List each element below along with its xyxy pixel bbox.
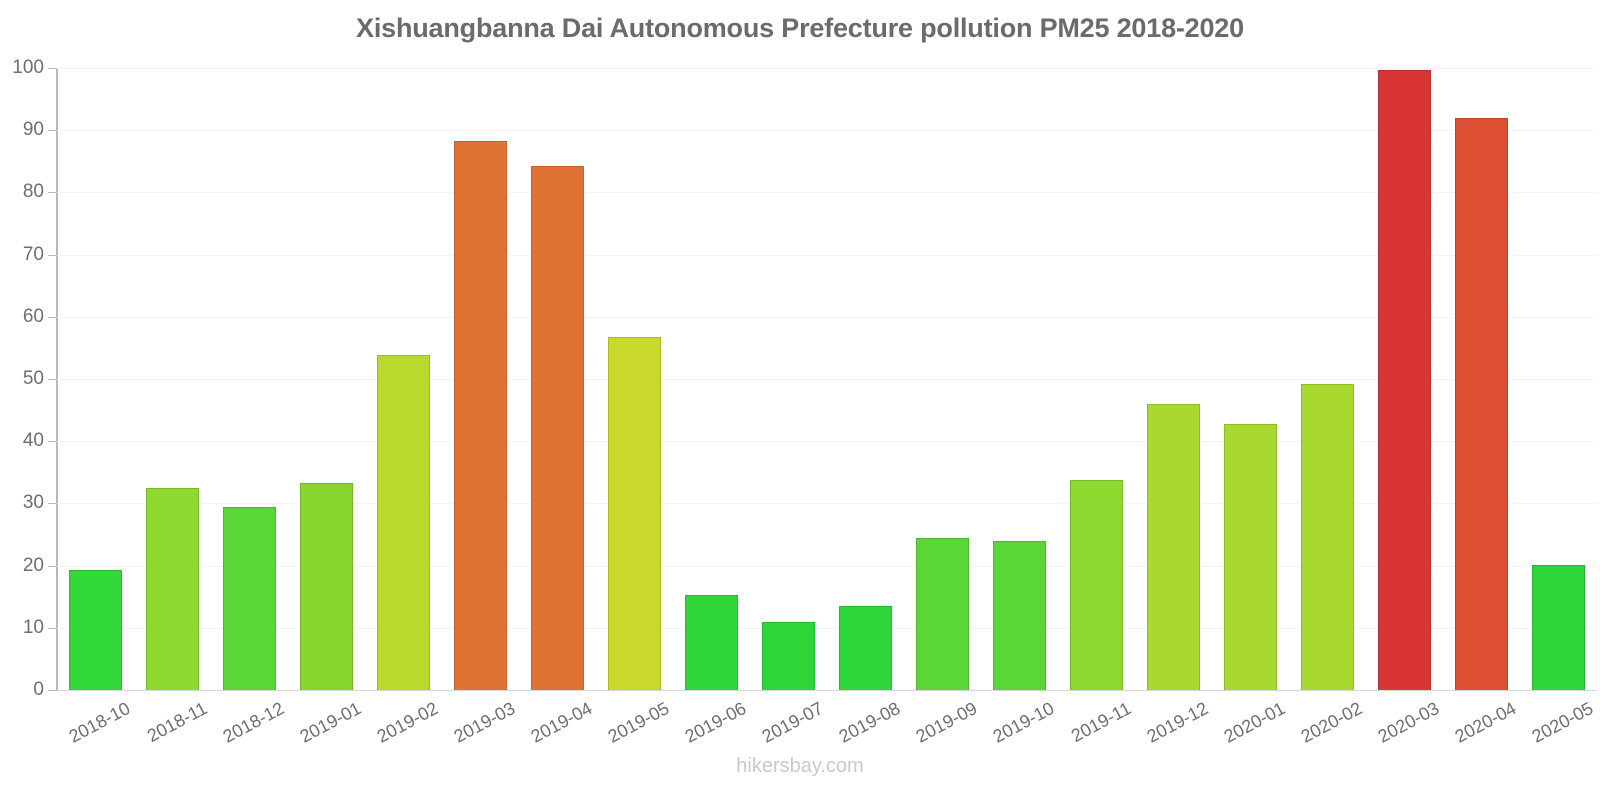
y-axis-tick-label: 10 <box>22 616 44 638</box>
bar[interactable] <box>838 606 893 690</box>
page-title: Xishuangbanna Dai Autonomous Prefecture … <box>356 13 1244 43</box>
y-axis-tick <box>48 379 57 380</box>
bar[interactable] <box>607 336 662 690</box>
bar[interactable] <box>1146 403 1201 690</box>
bar[interactable] <box>145 487 200 690</box>
y-axis-tick <box>48 441 57 443</box>
y-axis-tick <box>48 192 57 194</box>
bar[interactable] <box>1223 424 1278 690</box>
bar[interactable] <box>1300 383 1355 690</box>
bar[interactable] <box>684 594 739 690</box>
y-axis-tick <box>48 627 57 629</box>
y-axis-tick <box>48 130 57 132</box>
y-axis-tick-label: 50 <box>22 368 44 389</box>
bar[interactable] <box>376 355 431 690</box>
y-axis-tick <box>48 503 57 505</box>
y-axis-tick-label: 100 <box>12 57 44 78</box>
x-axis-labels: 2018-10 2018-11 2018-12 2019-01 2019-02 2019-… <box>57 690 1597 800</box>
footer-credit: hikersbay.com <box>736 755 864 777</box>
y-axis-tick <box>48 690 57 691</box>
bar-series <box>57 68 1597 690</box>
bar[interactable] <box>299 482 354 690</box>
y-axis-tick-label: 20 <box>22 554 44 576</box>
bar[interactable] <box>1454 117 1509 690</box>
y-axis-tick-label: 40 <box>22 430 44 452</box>
bar[interactable] <box>1531 564 1586 690</box>
y-axis-tick <box>48 68 57 69</box>
y-axis-tick-label: 30 <box>22 492 44 514</box>
y-axis-tick-label: 0 <box>33 679 44 700</box>
y-axis-labels: 0 10 20 30 40 50 60 70 80 90 100 <box>0 0 44 800</box>
y-axis-tick-label: 70 <box>22 243 44 265</box>
plot-area <box>57 68 1597 691</box>
bar[interactable] <box>761 621 816 690</box>
y-axis-tick <box>48 565 57 567</box>
bar[interactable] <box>530 165 585 690</box>
bar[interactable] <box>1069 479 1124 690</box>
bar[interactable] <box>453 140 508 690</box>
bar[interactable] <box>992 540 1047 690</box>
y-axis-tick <box>48 316 57 318</box>
y-axis-tick <box>48 254 57 256</box>
y-axis-tick-label: 60 <box>22 305 44 327</box>
bar[interactable] <box>1377 69 1432 690</box>
bar[interactable] <box>915 537 970 690</box>
y-axis-tick-label: 80 <box>22 181 44 203</box>
y-axis-tick-label: 90 <box>22 119 44 141</box>
bar[interactable] <box>222 506 277 690</box>
bar[interactable] <box>68 569 123 690</box>
